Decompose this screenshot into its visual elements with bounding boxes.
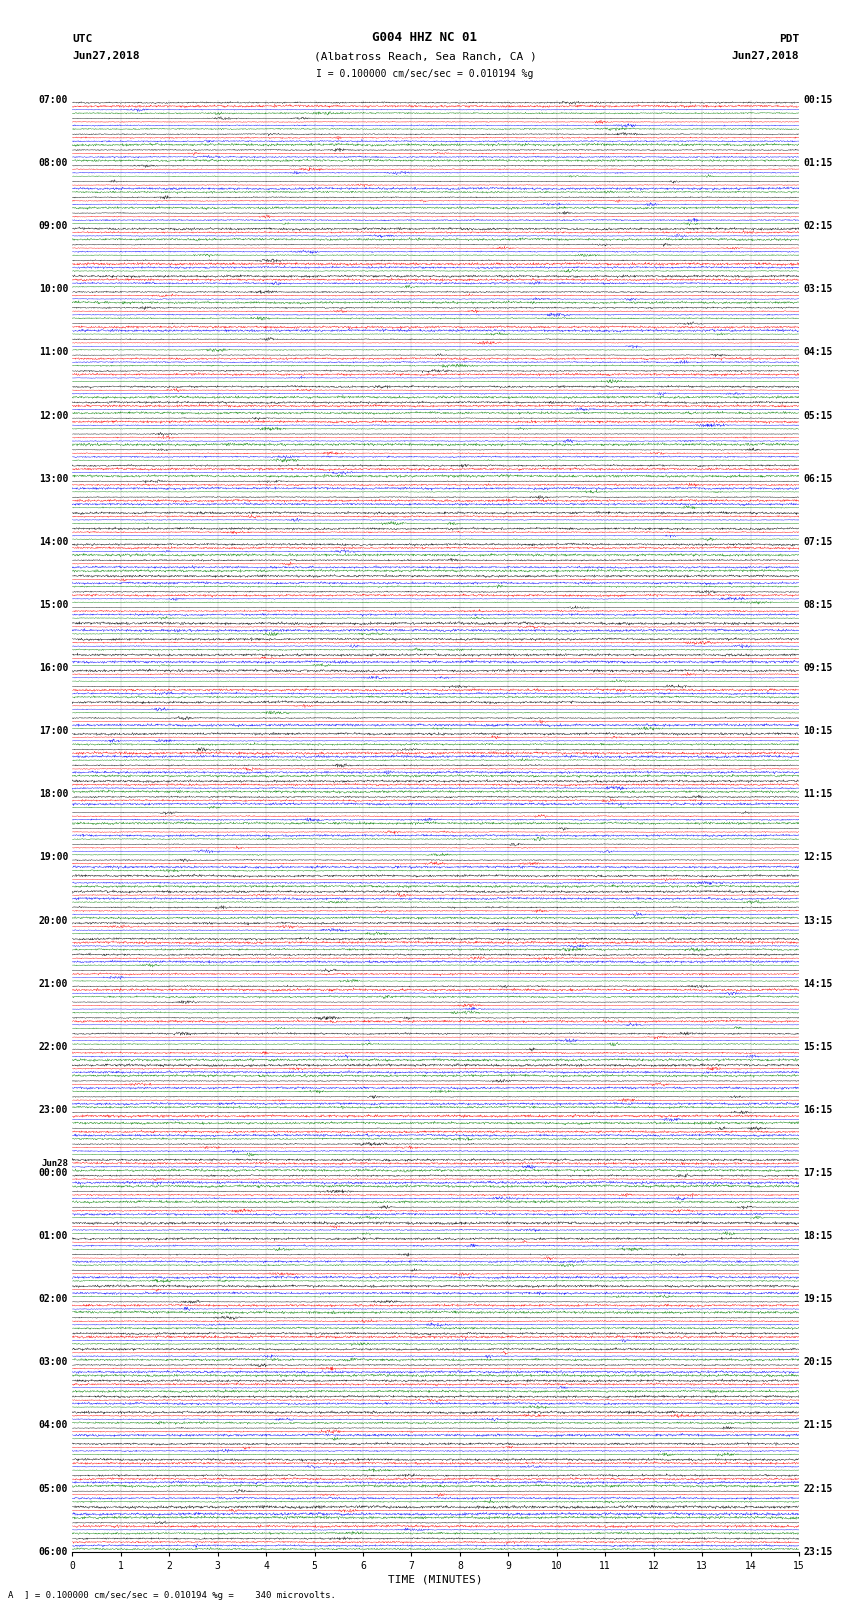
Text: 15:15: 15:15 (803, 1042, 833, 1052)
Text: 09:15: 09:15 (803, 663, 833, 673)
Text: I = 0.100000 cm/sec/sec = 0.010194 %g: I = 0.100000 cm/sec/sec = 0.010194 %g (316, 69, 534, 79)
Text: 18:15: 18:15 (803, 1231, 833, 1240)
Text: (Albatross Reach, Sea Ranch, CA ): (Albatross Reach, Sea Ranch, CA ) (314, 52, 536, 61)
Text: 03:15: 03:15 (803, 284, 833, 294)
Text: 01:15: 01:15 (803, 158, 833, 168)
Text: UTC: UTC (72, 34, 93, 44)
Text: 08:00: 08:00 (38, 158, 68, 168)
Text: 20:15: 20:15 (803, 1358, 833, 1368)
Text: 22:00: 22:00 (38, 1042, 68, 1052)
Text: Jun28: Jun28 (41, 1158, 68, 1168)
Text: Jun27,2018: Jun27,2018 (732, 52, 799, 61)
Text: 08:15: 08:15 (803, 600, 833, 610)
Text: 00:00: 00:00 (38, 1168, 68, 1177)
Text: 13:00: 13:00 (38, 474, 68, 484)
Text: 10:15: 10:15 (803, 726, 833, 736)
Text: 16:00: 16:00 (38, 663, 68, 673)
Text: 14:00: 14:00 (38, 537, 68, 547)
Text: 12:15: 12:15 (803, 852, 833, 863)
Text: 11:15: 11:15 (803, 789, 833, 800)
Text: 17:00: 17:00 (38, 726, 68, 736)
Text: 13:15: 13:15 (803, 916, 833, 926)
Text: 03:00: 03:00 (38, 1358, 68, 1368)
Text: PDT: PDT (779, 34, 799, 44)
Text: G004 HHZ NC 01: G004 HHZ NC 01 (372, 31, 478, 44)
Text: 05:00: 05:00 (38, 1484, 68, 1494)
Text: 06:00: 06:00 (38, 1547, 68, 1557)
Text: 05:15: 05:15 (803, 411, 833, 421)
Text: 04:15: 04:15 (803, 347, 833, 358)
Text: 23:00: 23:00 (38, 1105, 68, 1115)
Text: 19:00: 19:00 (38, 852, 68, 863)
Text: 17:15: 17:15 (803, 1168, 833, 1177)
Text: 22:15: 22:15 (803, 1484, 833, 1494)
Text: 21:15: 21:15 (803, 1421, 833, 1431)
X-axis label: TIME (MINUTES): TIME (MINUTES) (388, 1574, 483, 1586)
Text: 02:00: 02:00 (38, 1294, 68, 1305)
Text: 07:15: 07:15 (803, 537, 833, 547)
Text: 16:15: 16:15 (803, 1105, 833, 1115)
Text: Jun27,2018: Jun27,2018 (72, 52, 139, 61)
Text: 10:00: 10:00 (38, 284, 68, 294)
Text: 04:00: 04:00 (38, 1421, 68, 1431)
Text: A  ] = 0.100000 cm/sec/sec = 0.010194 %g =    340 microvolts.: A ] = 0.100000 cm/sec/sec = 0.010194 %g … (8, 1590, 337, 1600)
Text: 02:15: 02:15 (803, 221, 833, 231)
Text: 18:00: 18:00 (38, 789, 68, 800)
Text: 14:15: 14:15 (803, 979, 833, 989)
Text: 21:00: 21:00 (38, 979, 68, 989)
Text: 09:00: 09:00 (38, 221, 68, 231)
Text: 20:00: 20:00 (38, 916, 68, 926)
Text: 01:00: 01:00 (38, 1231, 68, 1240)
Text: 19:15: 19:15 (803, 1294, 833, 1305)
Text: 07:00: 07:00 (38, 95, 68, 105)
Text: 11:00: 11:00 (38, 347, 68, 358)
Text: 00:15: 00:15 (803, 95, 833, 105)
Text: 12:00: 12:00 (38, 411, 68, 421)
Text: 23:15: 23:15 (803, 1547, 833, 1557)
Text: 06:15: 06:15 (803, 474, 833, 484)
Text: 15:00: 15:00 (38, 600, 68, 610)
